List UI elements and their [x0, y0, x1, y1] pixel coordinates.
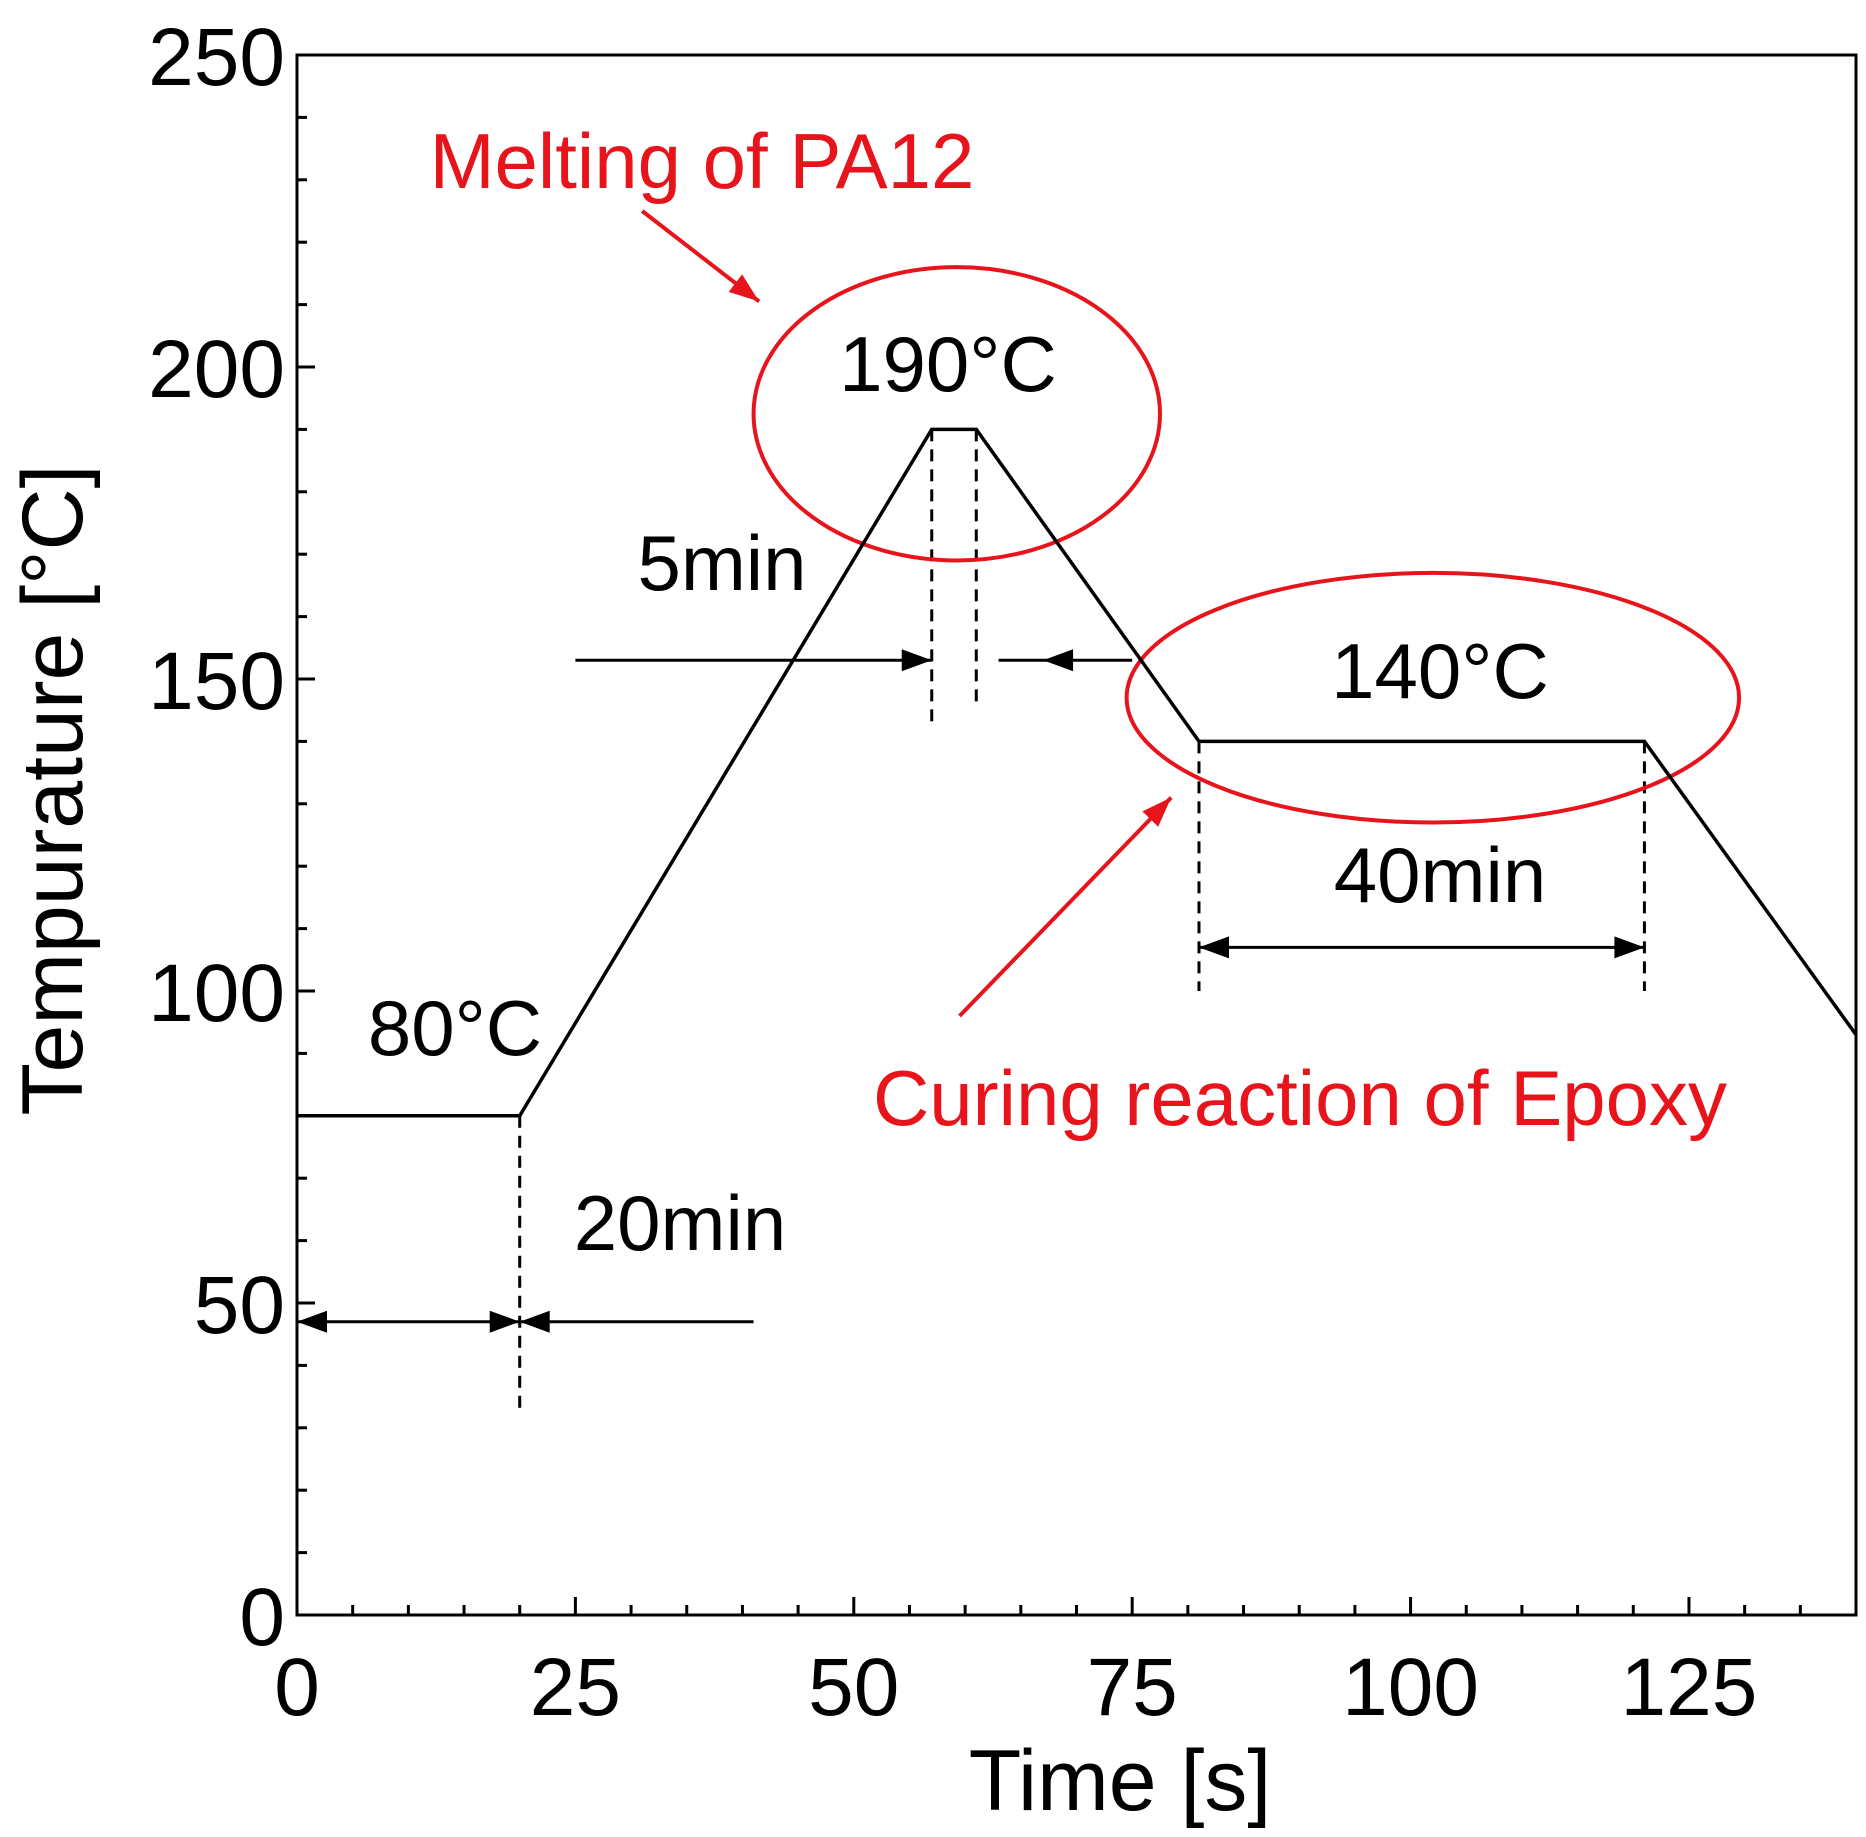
y-tick-label: 100: [148, 948, 285, 1039]
label-80c: 80°C: [368, 984, 542, 1072]
y-tick-label: 50: [194, 1260, 285, 1351]
arrow-melting-head: [728, 274, 760, 302]
x-tick-label: 100: [1342, 1642, 1479, 1733]
arrow-40min-head-start: [1198, 936, 1229, 959]
y-tick-label: 150: [148, 636, 285, 727]
y-tick-label: 0: [239, 1572, 285, 1663]
label-140c: 140°C: [1331, 627, 1549, 715]
axis-tick-labels: 0 25 50 75 100 125 0 50 100 150 200 250: [148, 12, 1757, 1733]
arrow-20min-left-head-end: [489, 1310, 520, 1333]
annotation-layer: 80°C 190°C 140°C 20min 5min 40min Meltin…: [368, 117, 1727, 1267]
label-190c: 190°C: [839, 320, 1057, 408]
x-tick-label: 50: [808, 1642, 899, 1733]
ellipse-curing: [1124, 570, 1742, 825]
label-curing-epoxy: Curing reaction of Epoxy: [873, 1054, 1727, 1142]
arrow-20min-right-head: [519, 1310, 550, 1333]
x-axis-label: Time [s]: [969, 1733, 1272, 1829]
x-tick-label: 125: [1621, 1642, 1758, 1733]
x-tick-label: 0: [274, 1642, 320, 1733]
axis-ticks: [295, 53, 1858, 1617]
arrow-curing-head: [1142, 797, 1172, 827]
arrow-5min-left-head: [901, 649, 932, 672]
label-melting-pa12: Melting of PA12: [430, 117, 975, 205]
annotation-marks: [297, 209, 1742, 1410]
label-5min: 5min: [637, 519, 806, 607]
x-tick-label: 25: [530, 1642, 621, 1733]
arrow-40min-head-end: [1614, 936, 1645, 959]
arrow-curing-shaft: [958, 796, 1173, 1018]
y-tick-label: 250: [148, 12, 285, 103]
y-tick-label: 200: [148, 324, 285, 415]
arrow-20min-left-head-start: [297, 1310, 327, 1333]
axis-labels: Time [s] Tempurature [°C]: [5, 465, 1271, 1829]
arrow-5min-right-head: [1043, 649, 1074, 672]
x-tick-label: 75: [1087, 1642, 1178, 1733]
label-20min: 20min: [574, 1179, 786, 1267]
y-axis-label: Tempurature [°C]: [5, 465, 101, 1116]
label-40min: 40min: [1334, 831, 1546, 919]
plot-frame: [295, 53, 1858, 1617]
ellipse-melting: [751, 265, 1163, 563]
